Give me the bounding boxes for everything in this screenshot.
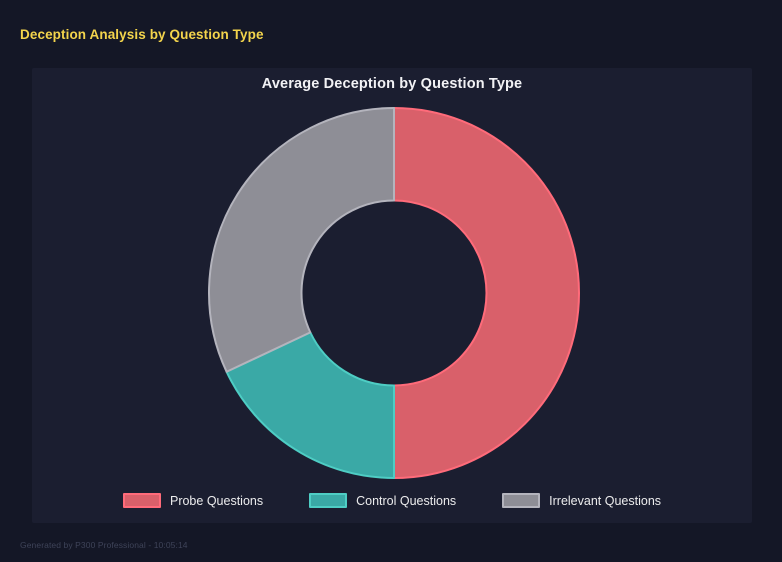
footer-status-text: Generated by P300 Professional - 10:05:1… — [20, 540, 188, 550]
legend-item[interactable]: Control Questions — [309, 493, 456, 508]
donut-chart-svg — [208, 107, 580, 479]
legend-item[interactable]: Irrelevant Questions — [502, 493, 661, 508]
donut-slice-group — [208, 107, 580, 479]
donut-chart — [32, 68, 752, 523]
legend-item-label: Irrelevant Questions — [549, 493, 662, 508]
chart-legend: Probe Questions Control Questions Irreleva… — [32, 493, 752, 508]
legend-item-label: Control Questions — [356, 493, 457, 508]
window-header: Deception Analysis by Question Type — [0, 0, 782, 68]
chart-panel: Average Deception by Question Type Probe… — [32, 68, 752, 523]
legend-item[interactable]: Probe Questions — [122, 493, 264, 508]
chart-title: Average Deception by Question Type — [261, 76, 523, 92]
donut-slice[interactable] — [208, 107, 395, 373]
legend-swatch-icon — [309, 493, 348, 508]
legend-swatch-icon — [122, 493, 161, 508]
donut-slice[interactable] — [393, 107, 580, 479]
legend-item-label: Probe Questions — [169, 493, 264, 508]
legend-swatch-icon — [502, 493, 541, 508]
page-title: Deception Analysis by Question Type — [20, 27, 264, 42]
donut-slice[interactable] — [225, 331, 395, 479]
